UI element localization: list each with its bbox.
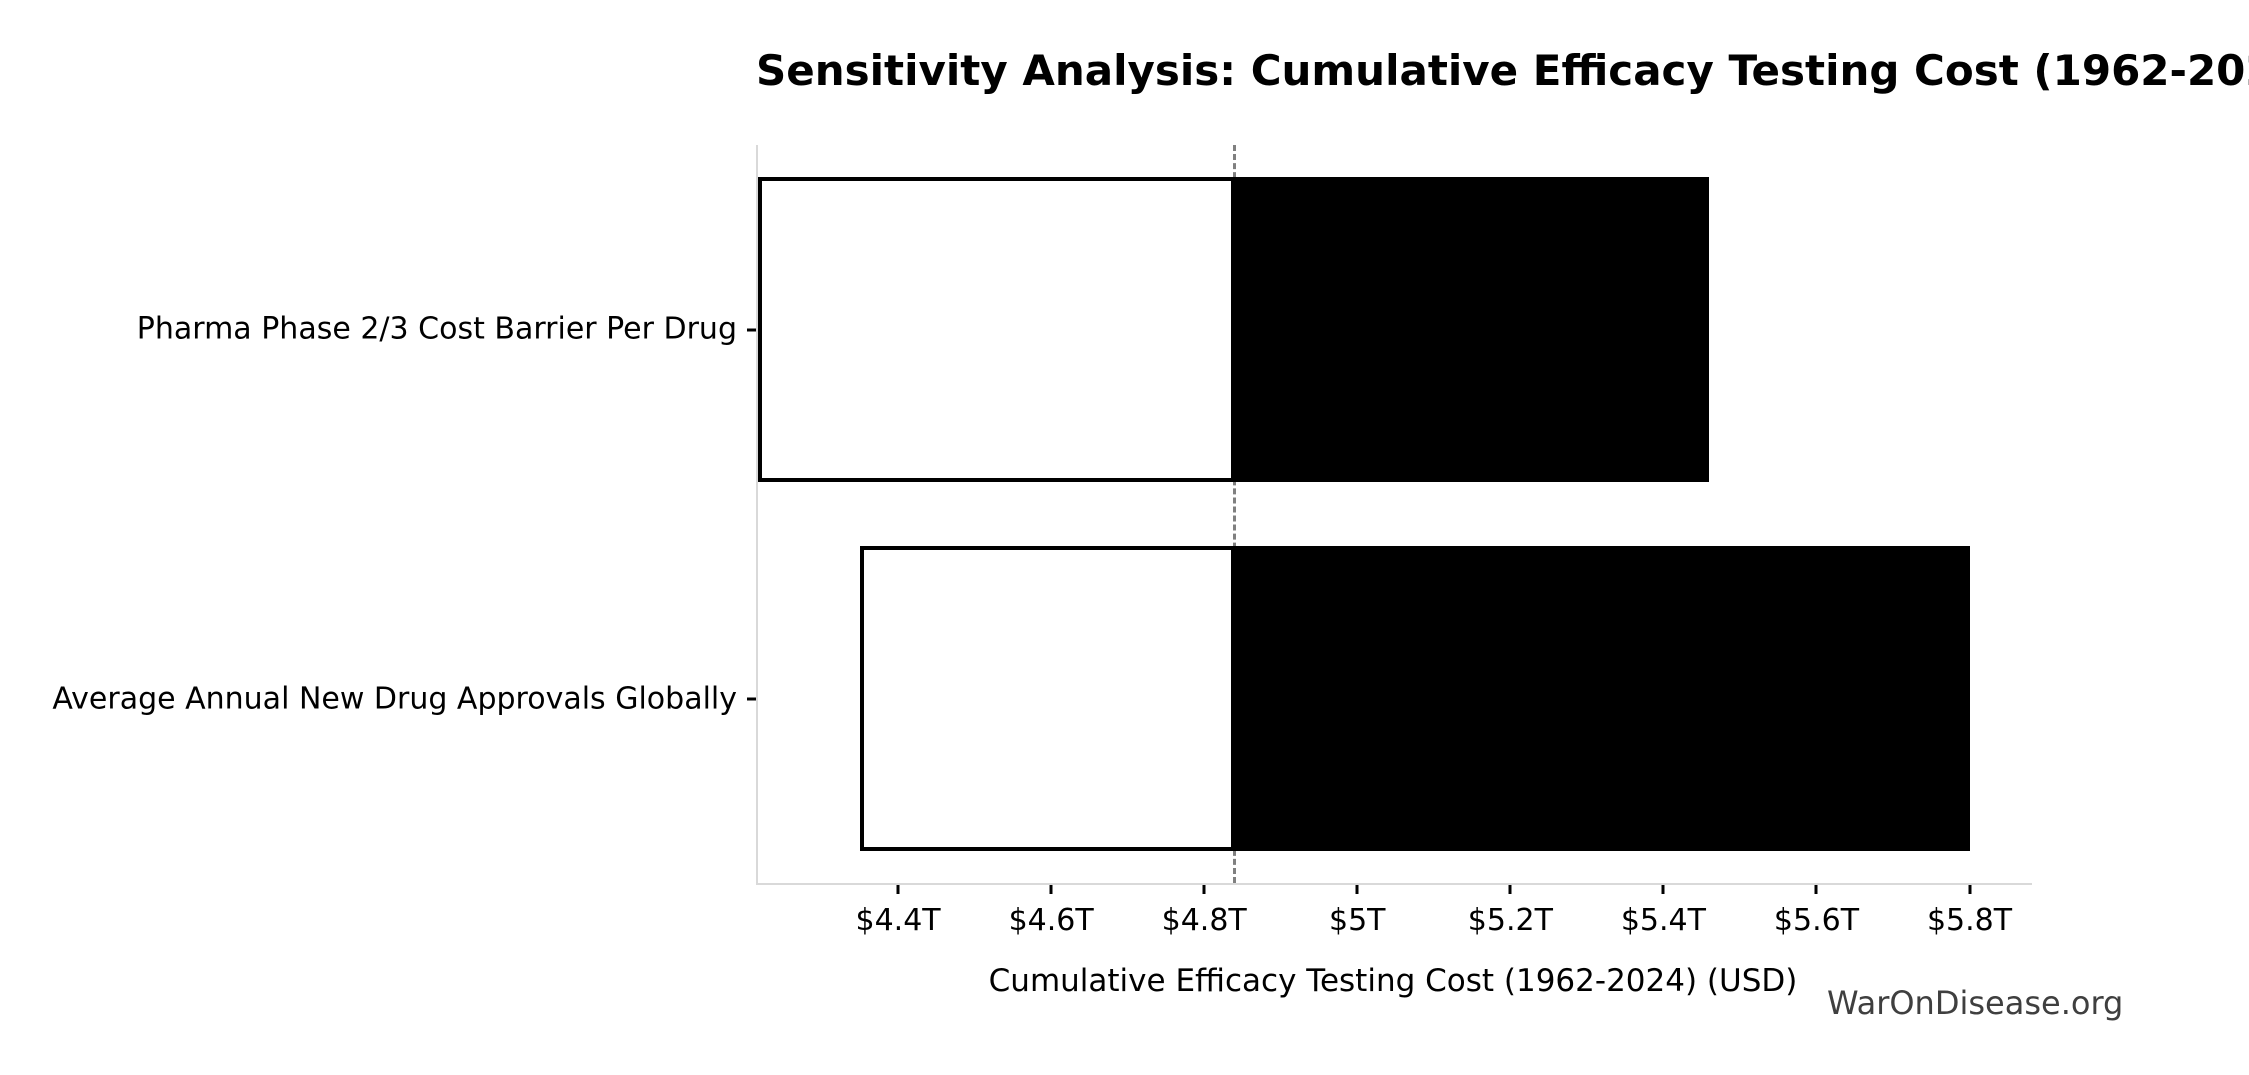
x-tick [1355,885,1359,894]
x-tick-label: $5.4T [1620,903,1706,938]
x-tick-label: $4.4T [855,903,941,938]
x-tick [1661,885,1665,894]
x-tick [896,885,900,894]
y-category-label: Pharma Phase 2/3 Cost Barrier Per Drug [136,311,737,347]
x-axis-label: Cumulative Efficacy Testing Cost (1962-2… [988,963,1798,999]
x-tick [1049,885,1053,894]
x-tick-label: $5.8T [1926,903,2013,938]
baseline-line [1233,145,1237,883]
bar-low-segment [758,177,1235,482]
x-tick-label: $5T [1329,903,1386,938]
watermark-text: WarOnDisease.org [1827,984,2124,1022]
y-category-label: Average Annual New Drug Approvals Global… [52,681,737,717]
x-tick [1508,885,1512,894]
x-tick-label: $4.8T [1161,903,1247,938]
x-tick [1968,885,1972,894]
bar-low-segment [859,546,1235,851]
bar-high-segment [1234,177,1710,482]
bar-high-segment [1234,546,1970,851]
x-tick [1814,885,1818,894]
y-tick [747,697,756,700]
x-tick-label: $5.6T [1773,903,1860,938]
y-tick [747,328,756,331]
x-tick-label: $5.2T [1467,903,1553,938]
x-tick [1202,885,1206,894]
plot-area [756,145,2032,885]
chart-title: Sensitivity Analysis: Cumulative Efficac… [756,46,2249,95]
x-tick-label: $4.6T [1008,903,1094,938]
